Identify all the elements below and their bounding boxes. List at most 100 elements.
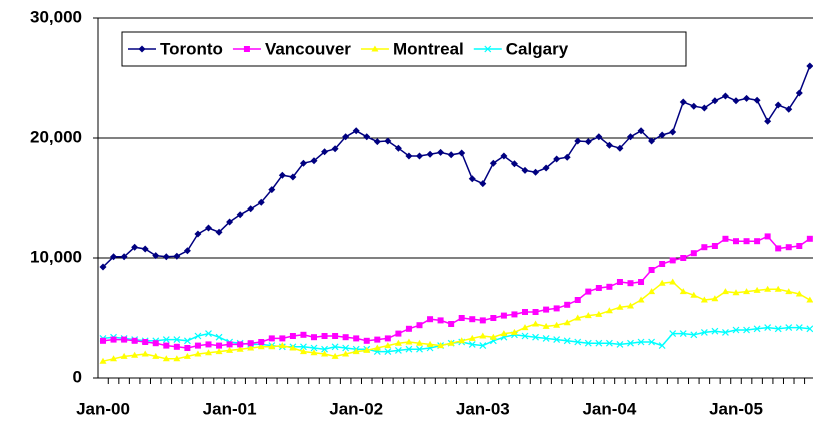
marker <box>785 105 793 113</box>
legend-box <box>121 31 687 67</box>
marker <box>469 316 476 323</box>
marker <box>173 355 181 362</box>
marker <box>753 286 761 293</box>
marker <box>205 349 212 356</box>
series <box>99 324 813 356</box>
marker <box>489 333 497 340</box>
marker <box>627 302 634 309</box>
marker <box>511 311 518 318</box>
marker <box>795 324 803 332</box>
marker <box>138 45 146 53</box>
legend-label: Vancouver <box>265 39 351 58</box>
marker <box>638 279 645 285</box>
marker <box>468 175 476 183</box>
marker <box>194 342 201 349</box>
marker <box>743 238 750 245</box>
marker <box>774 285 782 292</box>
marker <box>785 288 793 295</box>
marker <box>310 349 318 356</box>
marker <box>584 339 592 347</box>
marker <box>616 340 624 348</box>
marker <box>110 253 118 261</box>
marker <box>416 322 423 329</box>
marker <box>521 324 529 331</box>
marker <box>574 137 582 145</box>
marker <box>690 102 698 110</box>
x-tick-label: Jan-03 <box>456 399 510 418</box>
marker <box>785 324 793 332</box>
marker <box>416 345 423 353</box>
marker <box>722 328 729 336</box>
marker <box>658 342 666 350</box>
marker <box>363 346 371 353</box>
marker <box>733 238 739 245</box>
marker <box>331 352 339 359</box>
marker <box>658 279 666 286</box>
marker <box>595 339 603 347</box>
marker <box>300 343 307 351</box>
marker <box>521 332 529 340</box>
x-tick-label: Jan-00 <box>76 399 130 418</box>
marker <box>774 325 782 333</box>
marker <box>574 314 582 321</box>
marker <box>700 296 708 303</box>
marker <box>563 153 571 161</box>
marker <box>437 317 444 324</box>
marker <box>173 252 181 260</box>
marker <box>205 341 212 348</box>
marker <box>479 180 487 188</box>
marker <box>236 345 244 352</box>
marker <box>141 245 149 253</box>
marker <box>183 352 191 359</box>
legend-label: Calgary <box>506 39 569 58</box>
marker <box>394 339 402 346</box>
marker <box>648 288 656 295</box>
marker <box>806 62 813 70</box>
marker <box>627 339 634 347</box>
marker <box>711 295 719 302</box>
legend-label: Toronto <box>160 39 223 58</box>
marker <box>299 348 307 355</box>
marker <box>679 288 687 295</box>
marker <box>426 340 434 347</box>
marker <box>627 280 634 287</box>
series <box>99 278 813 364</box>
marker <box>447 151 455 159</box>
marker <box>321 345 328 353</box>
marker <box>521 166 529 174</box>
marker <box>711 97 719 105</box>
marker <box>215 228 223 236</box>
marker <box>743 326 750 334</box>
marker <box>237 341 244 348</box>
marker <box>774 101 782 109</box>
marker <box>648 137 656 145</box>
marker <box>268 186 276 194</box>
marker <box>605 339 613 347</box>
marker <box>658 131 666 139</box>
marker <box>679 98 687 106</box>
marker <box>299 159 307 167</box>
marker <box>162 253 170 261</box>
marker <box>300 331 307 338</box>
marker <box>532 309 539 315</box>
marker <box>216 342 223 349</box>
marker <box>162 336 170 344</box>
marker <box>616 144 624 152</box>
x-tick-label: Jan-05 <box>709 399 763 418</box>
marker <box>764 324 772 332</box>
marker <box>352 127 360 135</box>
marker <box>605 307 613 314</box>
marker <box>564 301 571 308</box>
marker <box>595 310 603 317</box>
x-tick-label: Jan-01 <box>203 399 257 418</box>
marker <box>110 336 117 343</box>
marker <box>311 334 317 341</box>
marker <box>764 117 772 125</box>
marker <box>795 290 803 297</box>
y-tick-label: 0 <box>73 367 82 386</box>
marker <box>563 337 571 345</box>
marker <box>268 343 276 350</box>
marker <box>468 334 476 341</box>
marker <box>732 97 740 105</box>
marker <box>342 133 350 141</box>
